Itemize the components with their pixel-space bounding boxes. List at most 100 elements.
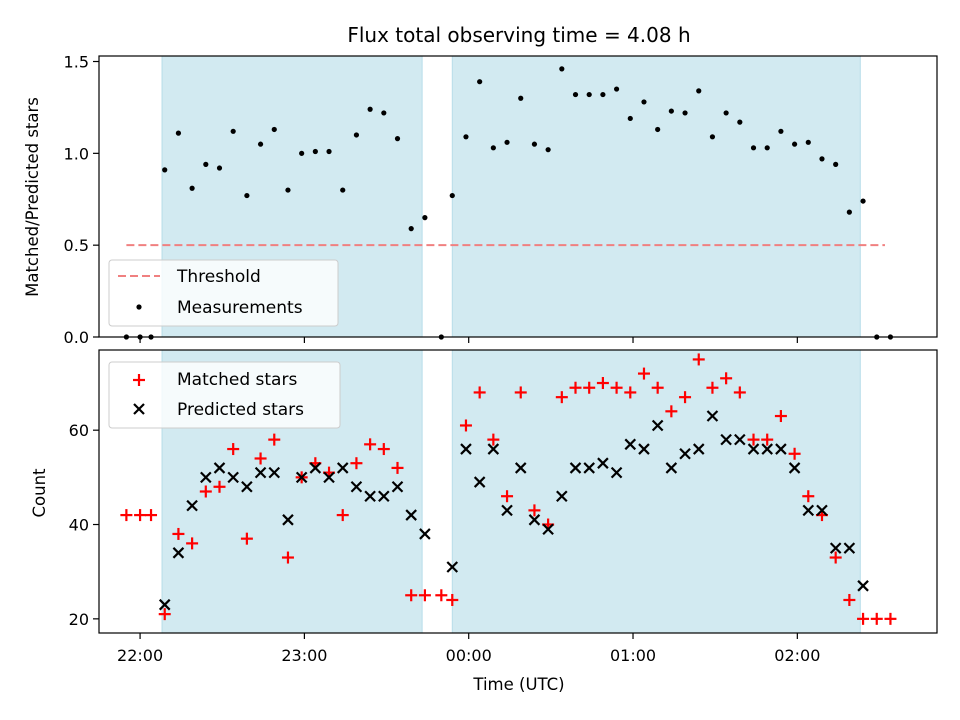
measurement-point-17 — [353, 132, 360, 138]
predicted-star-point-43 — [761, 443, 773, 455]
predicted-star-point-28 — [556, 490, 568, 502]
predicted-star-point-13 — [336, 462, 349, 474]
matched-star-point-22 — [418, 589, 431, 602]
matched-star-point-47 — [761, 433, 774, 446]
matched-star-point-30 — [528, 504, 541, 517]
matched-star-point-53 — [843, 593, 856, 606]
bottom-plot-frame — [98, 349, 938, 634]
measurement-point-25 — [463, 134, 469, 140]
matched-star-point-17 — [350, 457, 363, 470]
predicted-star-point-42 — [747, 443, 760, 455]
bottom-shaded-interval-1 — [451, 349, 861, 634]
predicted-star-point-48 — [829, 542, 842, 554]
top-y-tick-label-0: 0.0 — [64, 328, 89, 347]
measurement-point-11 — [271, 126, 277, 133]
matched-star-point-24 — [446, 593, 459, 606]
bottom-panel: 20 40 60 22:00 23:00 00:00 01:00 02:00 Count M… — [30, 349, 938, 665]
measurement-point-47 — [764, 145, 770, 151]
measurement-point-49 — [791, 141, 798, 147]
predicted-star-point-47 — [816, 504, 828, 517]
measurement-point-36 — [613, 86, 620, 92]
predicted-star-point-34 — [638, 443, 650, 455]
measurement-point-24 — [449, 192, 455, 199]
top-legend: Threshold Measurements — [108, 259, 339, 327]
measurement-point-39 — [655, 126, 661, 133]
x-tick-label-3: 01:00 — [610, 646, 656, 665]
measurement-point-4 — [175, 130, 182, 136]
top-y-axis-label: Matched/Predicted stars — [23, 97, 42, 297]
measurement-point-30 — [531, 141, 538, 147]
predicted-star-point-50 — [857, 580, 869, 592]
measurement-point-12 — [285, 187, 291, 193]
measurement-point-35 — [600, 91, 606, 98]
measurement-point-10 — [257, 141, 264, 147]
matched-star-point-1 — [134, 509, 147, 522]
matched-star-point-18 — [364, 438, 377, 451]
top-y-axis: 0.0 0.5 1.0 1.5 — [64, 53, 99, 347]
matched-star-point-4 — [172, 527, 185, 540]
predicted-star-point-30 — [583, 462, 595, 474]
predicted-star-point-46 — [802, 504, 815, 517]
measurement-point-44 — [723, 110, 729, 116]
predicted-star-point-36 — [665, 462, 678, 474]
matched-star-point-5 — [186, 537, 199, 550]
measurement-point-29 — [518, 95, 524, 101]
measurement-point-34 — [586, 91, 592, 98]
bottom-legend-box — [108, 361, 341, 429]
measurement-point-18 — [367, 106, 373, 112]
measurement-point-46 — [750, 145, 757, 151]
predicted-star-point-23 — [487, 443, 500, 455]
top-shaded-interval-1 — [451, 55, 861, 338]
predicted-star-point-24 — [501, 504, 513, 517]
predicted-star-point-26 — [528, 514, 541, 526]
matched-star-point-25 — [459, 419, 472, 432]
predicted-star-point-41 — [734, 433, 746, 446]
bottom-y-axis: 20 40 60 — [69, 421, 99, 629]
matched-star-point-34 — [583, 381, 596, 394]
predicted-star-point-27 — [542, 523, 554, 536]
measurement-point-28 — [504, 139, 510, 145]
matched-star-point-52 — [829, 551, 842, 564]
predicted-star-point-20 — [446, 561, 459, 573]
predicted-star-point-17 — [391, 481, 404, 493]
measurement-point-53 — [846, 209, 852, 215]
measurement-point-7 — [216, 165, 223, 171]
predicted-star-point-1 — [172, 547, 185, 559]
predicted-star-point-3 — [200, 471, 212, 484]
predicted-star-point-33 — [624, 438, 637, 451]
top-y-tick-label-1: 0.5 — [64, 236, 89, 255]
matched-star-point-35 — [596, 377, 609, 390]
x-tick-label-1: 23:00 — [281, 646, 327, 665]
predicted-star-point-2 — [186, 499, 198, 512]
measurement-point-5 — [189, 185, 195, 191]
matched-star-point-55 — [870, 612, 883, 625]
predicted-star-point-44 — [775, 443, 787, 455]
measurement-point-20 — [394, 136, 401, 142]
x-axis-label: Time (UTC) — [472, 675, 564, 694]
legend-threshold-label: Threshold — [176, 267, 261, 287]
predicted-star-point-31 — [597, 457, 609, 469]
predicted-star-point-35 — [651, 419, 664, 432]
predicted-star-point-39 — [706, 410, 719, 422]
matched-star-point-2 — [145, 509, 158, 522]
matched-star-point-49 — [788, 447, 801, 460]
predicted-star-point-32 — [610, 466, 623, 479]
predicted-star-point-19 — [419, 528, 431, 540]
bottom-legend: Matched stars Predicted stars — [108, 361, 341, 429]
measurement-point-54 — [860, 198, 866, 204]
measurement-point-14 — [312, 148, 318, 155]
matched-star-point-33 — [569, 381, 582, 394]
legend-matched-swatch — [133, 374, 145, 386]
measurement-point-48 — [778, 128, 784, 134]
measurement-point-45 — [737, 119, 743, 125]
legend-predicted-label: Predicted stars — [177, 400, 304, 420]
x-tick-label-2: 00:00 — [446, 646, 492, 665]
matched-star-point-43 — [706, 381, 719, 394]
measurement-point-38 — [641, 99, 647, 105]
measurement-point-50 — [805, 139, 811, 145]
x-tick-label-0: 22:00 — [117, 646, 163, 665]
predicted-star-point-22 — [473, 476, 486, 488]
bottom-y-tick-label-2: 60 — [69, 421, 89, 440]
matched-star-point-20 — [391, 461, 404, 474]
